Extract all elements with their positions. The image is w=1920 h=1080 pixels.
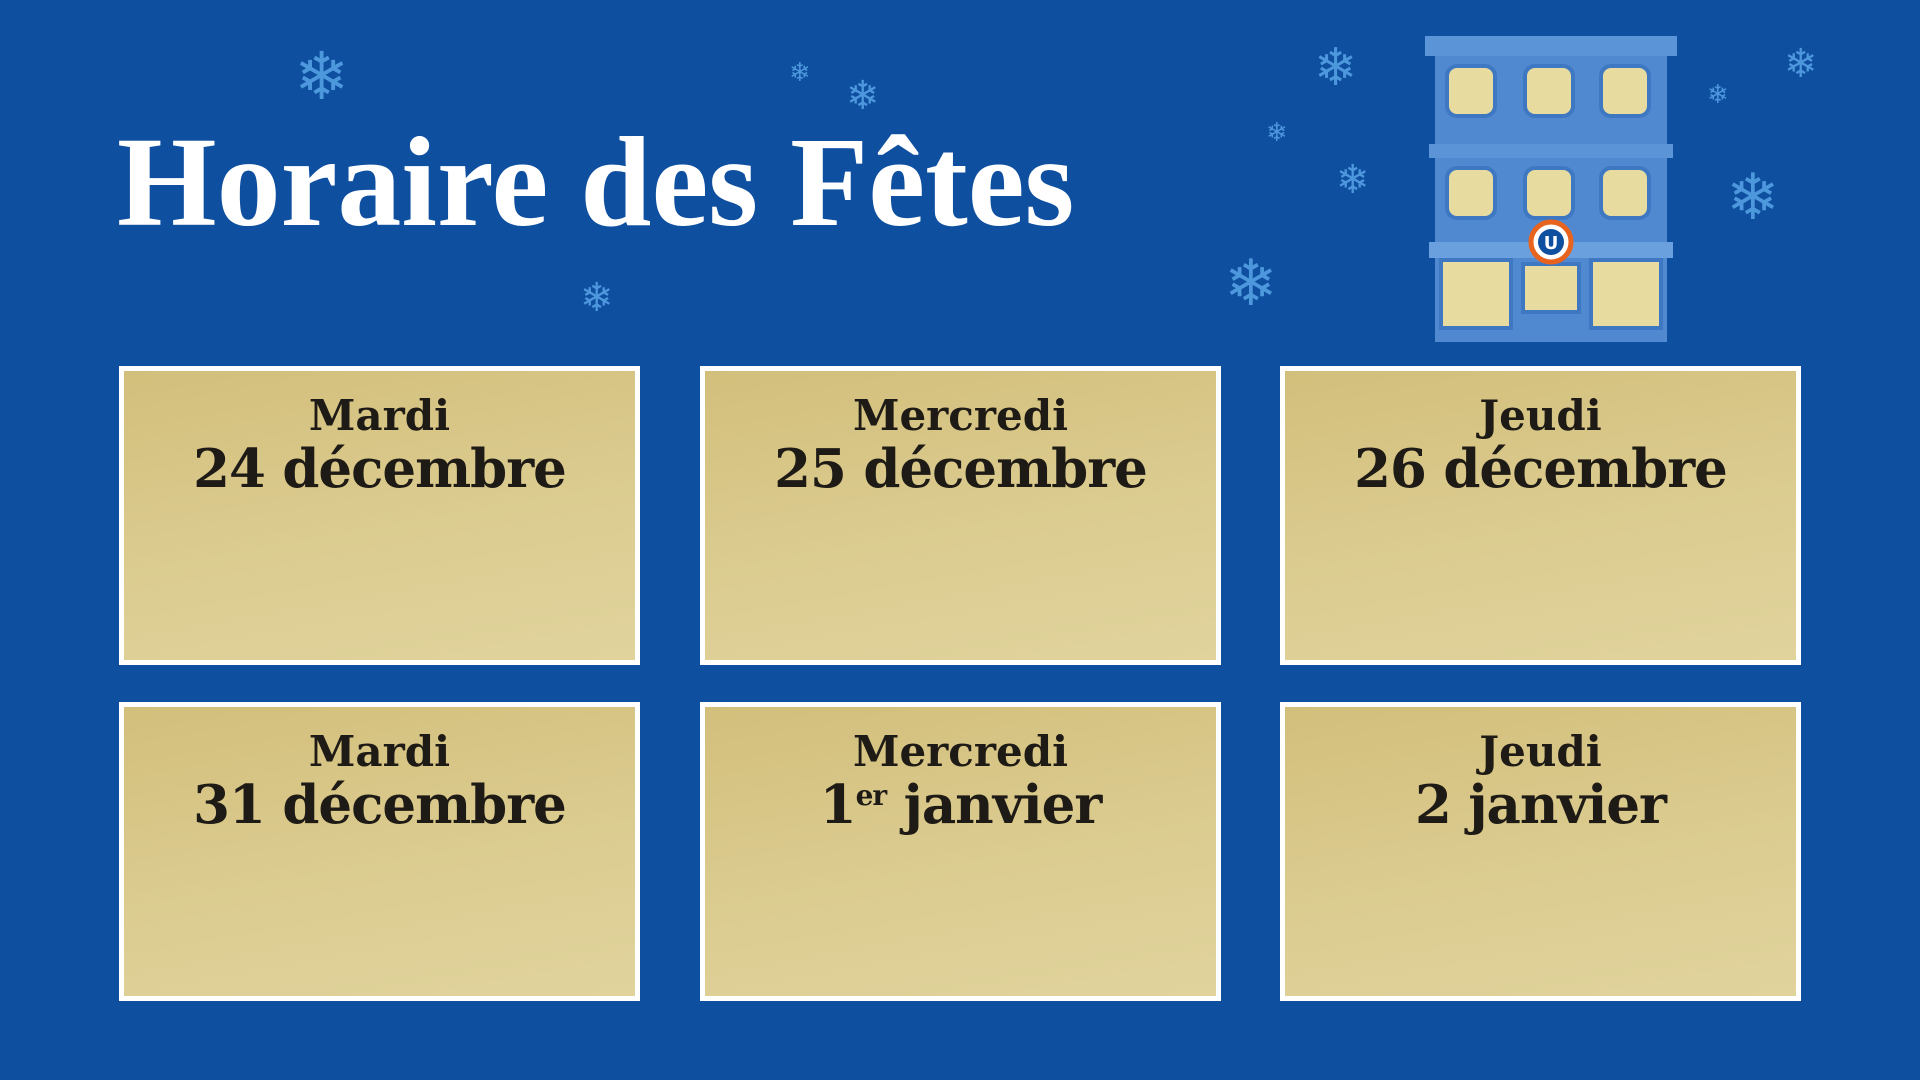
- card-date: 1er janvier: [705, 775, 1216, 836]
- snowflake-icon: ❄: [1266, 118, 1288, 148]
- schedule-card: Mardi 31 décembre: [119, 702, 640, 1001]
- snowflake-icon: ❄: [1726, 161, 1780, 235]
- card-day: Mercredi: [852, 391, 1069, 440]
- card-day: Jeudi: [1479, 727, 1602, 776]
- card-day: Mercredi: [852, 727, 1069, 776]
- card-date: 31 décembre: [193, 774, 567, 837]
- card-day: Mardi: [308, 727, 451, 776]
- card-date: 24 décembre: [193, 438, 567, 501]
- snowflake-icon: ❄: [1707, 80, 1729, 110]
- card-date: 2 janvier: [1415, 774, 1667, 837]
- schedule-card: Mardi 24 décembre: [119, 366, 640, 665]
- card-day: Mardi: [308, 391, 451, 440]
- snowflake-icon: ❄: [294, 38, 350, 115]
- snowflake-icon: ❄: [1224, 247, 1278, 321]
- snowflake-icon: ❄: [1784, 41, 1818, 87]
- schedule-card: Jeudi 2 janvier: [1280, 702, 1801, 1001]
- card-date: 26 décembre: [1354, 438, 1728, 501]
- card-date: 25 décembre: [774, 438, 1148, 501]
- schedule-card: Mercredi 1er janvier: [700, 702, 1221, 1001]
- snowflake-icon: ❄: [1314, 38, 1358, 98]
- snowflake-icon: ❄: [789, 58, 811, 88]
- snowflake-icon: ❄: [580, 275, 614, 321]
- snowflake-icon: ❄: [846, 73, 880, 119]
- u-logo: U: [1544, 233, 1559, 254]
- date-number: 1: [819, 774, 857, 837]
- date-ordinal: er: [855, 779, 888, 813]
- storefront-illustration: U: [1425, 36, 1677, 342]
- schedule-card: Mercredi 25 décembre: [700, 366, 1221, 665]
- snowflake-icon: ❄: [1336, 157, 1370, 203]
- date-month: janvier: [886, 774, 1103, 837]
- page-title: Horaire des Fêtes: [117, 111, 1075, 253]
- schedule-card: Jeudi 26 décembre: [1280, 366, 1801, 665]
- card-day: Jeudi: [1479, 391, 1602, 440]
